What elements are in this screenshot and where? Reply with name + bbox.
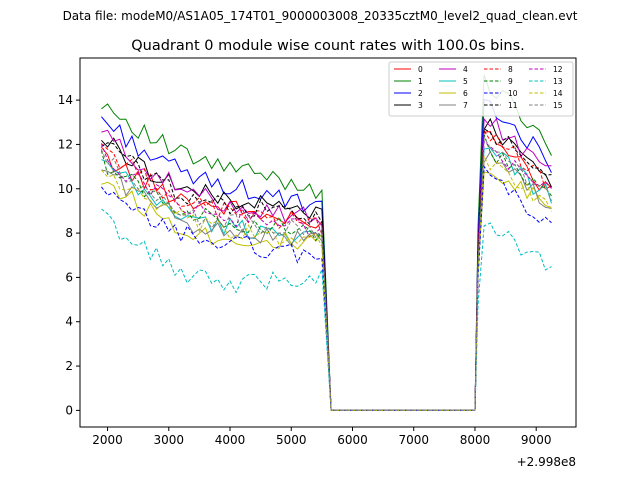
- legend-label-14: 14: [553, 89, 563, 98]
- legend-label-11: 11: [508, 101, 518, 110]
- x-tick-label: 9000: [521, 433, 552, 447]
- x-tick-label: 6000: [337, 433, 368, 447]
- legend-label-2: 2: [418, 89, 423, 98]
- x-axis: 2000 3000 4000 5000 6000 7000 8000 9000: [92, 427, 551, 447]
- y-axis: 0 2 4 6 8 10 12 14: [58, 93, 80, 417]
- figure-suptitle: Data file: modeM0/AS1A05_174T01_90000030…: [63, 9, 578, 23]
- legend-label-7: 7: [463, 101, 468, 110]
- y-tick-label: 8: [65, 226, 73, 240]
- legend-box: [388, 61, 574, 117]
- x-tick-label: 7000: [398, 433, 429, 447]
- legend-label-4: 4: [463, 65, 468, 74]
- series-line-14: [101, 155, 552, 411]
- legend-label-9: 9: [508, 77, 513, 86]
- x-tick-label: 5000: [276, 433, 307, 447]
- x-offset-label: +2.998e8: [517, 455, 576, 469]
- legend-label-12: 12: [553, 65, 563, 74]
- series-line-5: [101, 147, 552, 411]
- y-tick-label: 12: [58, 137, 73, 151]
- legend-label-3: 3: [418, 101, 423, 110]
- series-line-10: [100, 165, 552, 411]
- legend-label-1: 1: [418, 77, 423, 86]
- series-line-15: [100, 135, 552, 411]
- legend-label-13: 13: [553, 77, 563, 86]
- y-tick-label: 10: [58, 182, 73, 196]
- x-tick-label: 4000: [215, 433, 246, 447]
- legend-label-0: 0: [418, 65, 423, 74]
- plot-frame: [79, 57, 577, 428]
- legend-label-8: 8: [508, 65, 513, 74]
- legend-label-6: 6: [463, 89, 468, 98]
- legend-label-15: 15: [553, 101, 563, 110]
- y-tick-label: 2: [65, 359, 73, 373]
- legend-label-10: 10: [508, 89, 518, 98]
- y-tick-label: 6: [65, 270, 73, 284]
- chart-title: Quadrant 0 module wise count rates with …: [131, 38, 525, 54]
- x-tick-label: 3000: [154, 433, 185, 447]
- y-tick-label: 0: [65, 403, 73, 417]
- legend-label-5: 5: [463, 77, 468, 86]
- x-tick-label: 8000: [460, 433, 491, 447]
- plot-lines: [100, 74, 552, 411]
- x-tick-label: 2000: [92, 433, 123, 447]
- y-tick-label: 14: [58, 93, 73, 107]
- y-tick-label: 4: [65, 315, 73, 329]
